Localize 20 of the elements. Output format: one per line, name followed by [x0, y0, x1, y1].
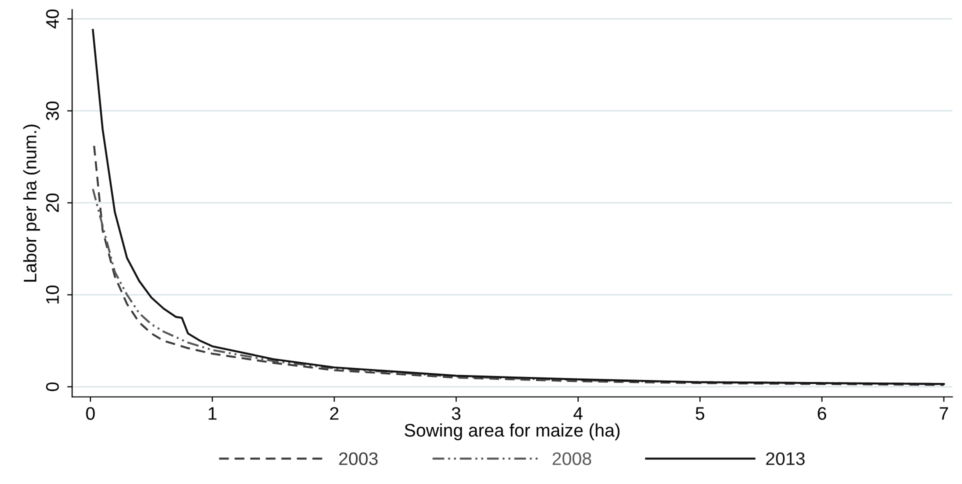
- x-tick-label: 3: [452, 407, 460, 420]
- y-tick-label: 10: [46, 285, 59, 304]
- x-axis-title: Sowing area for maize (ha): [404, 423, 620, 440]
- y-axis-title: Labor per ha (num.): [23, 124, 40, 282]
- y-tick-label: 20: [46, 193, 59, 212]
- line-series: [93, 144, 945, 386]
- x-tick-label: 0: [86, 407, 95, 420]
- text: 2013: [766, 452, 805, 466]
- y-tick-label: 30: [46, 102, 59, 120]
- x-tick-label: 1: [208, 407, 216, 420]
- y-tick-label: 0: [46, 382, 59, 392]
- y-tick-label: 40: [46, 10, 59, 29]
- line-series: [92, 28, 945, 385]
- x-tick-label: 6: [818, 407, 826, 420]
- x-tick-label: 5: [696, 407, 704, 420]
- text: 2003: [339, 452, 378, 466]
- x-tick-label: 2: [330, 407, 338, 420]
- text: 2008: [552, 452, 592, 466]
- x-tick-label: 4: [573, 407, 583, 420]
- x-tick-label: 7: [940, 407, 948, 420]
